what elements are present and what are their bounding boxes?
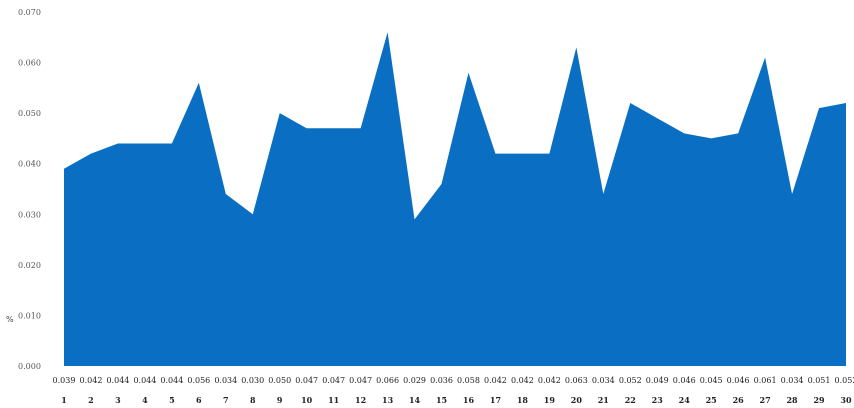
data-label: 0.047: [295, 376, 318, 385]
x-axis: 1 2 3 4 5 6 7 8 9 10 11 12 13 14 15 16 17 18 19 20 21 22 23 24 2…: [61, 395, 852, 405]
data-label: 0.052: [835, 376, 854, 385]
area-series: [64, 32, 846, 366]
y-tick-label: 0.040: [18, 160, 41, 169]
y-tick-label: 0.050: [18, 109, 41, 118]
data-label: 0.061: [754, 376, 777, 385]
data-label: 0.034: [592, 376, 615, 385]
x-tick-label: 3: [115, 395, 121, 405]
data-label: 0.050: [268, 376, 291, 385]
y-tick-label: 0.030: [18, 210, 41, 219]
data-label: 0.063: [565, 376, 588, 385]
data-label: 0.046: [673, 376, 696, 385]
x-tick-label: 4: [142, 395, 148, 405]
x-tick-label: 24: [679, 395, 691, 405]
x-tick-label: 14: [409, 395, 421, 405]
data-label: 0.058: [457, 376, 480, 385]
data-label: 0.044: [160, 376, 183, 385]
x-tick-label: 11: [328, 395, 339, 405]
data-label: 0.049: [646, 376, 669, 385]
data-label: 0.042: [511, 376, 534, 385]
data-label: 0.042: [538, 376, 561, 385]
x-tick-label: 20: [571, 395, 583, 405]
x-tick-label: 23: [652, 395, 664, 405]
data-label: 0.051: [808, 376, 831, 385]
y-tick-label: 0.000: [18, 362, 41, 371]
x-tick-label: 5: [169, 395, 175, 405]
data-label: 0.046: [727, 376, 750, 385]
data-label: 0.034: [214, 376, 237, 385]
data-labels: 0.039 0.042 0.044 0.044 0.044 0.056 0.034 0.030…: [53, 376, 854, 385]
x-tick-label: 21: [598, 395, 609, 405]
x-tick-label: 1: [61, 395, 67, 405]
x-tick-label: 29: [813, 395, 825, 405]
x-tick-label: 27: [760, 395, 771, 405]
y-tick-label: 0.020: [18, 261, 41, 270]
y-tick-label: 0.060: [18, 59, 41, 68]
data-label: 0.039: [53, 376, 76, 385]
x-tick-label: 12: [355, 395, 366, 405]
x-tick-label: 19: [544, 395, 556, 405]
y-axis-label: %: [6, 315, 14, 324]
data-label: 0.045: [700, 376, 723, 385]
data-label: 0.056: [187, 376, 210, 385]
data-label: 0.042: [80, 376, 103, 385]
x-tick-label: 9: [277, 395, 283, 405]
x-tick-label: 10: [301, 395, 313, 405]
data-label: 0.042: [484, 376, 507, 385]
data-label: 0.047: [322, 376, 345, 385]
x-tick-label: 26: [733, 395, 745, 405]
x-tick-label: 15: [436, 395, 447, 405]
data-label: 0.052: [619, 376, 642, 385]
x-tick-label: 18: [517, 395, 529, 405]
data-label: 0.036: [430, 376, 453, 385]
y-axis: 0.000 0.010 0.020 0.030 0.040 0.050 0.060 0.070: [18, 8, 41, 371]
x-tick-label: 6: [196, 395, 202, 405]
x-tick-label: 16: [463, 395, 475, 405]
data-label: 0.030: [241, 376, 264, 385]
y-tick-label: 0.070: [18, 8, 41, 17]
x-tick-label: 8: [250, 395, 256, 405]
x-tick-label: 13: [382, 395, 394, 405]
y-tick-label: 0.010: [18, 311, 41, 320]
x-tick-label: 30: [840, 395, 852, 405]
data-label: 0.029: [403, 376, 426, 385]
data-label: 0.044: [133, 376, 156, 385]
x-tick-label: 28: [786, 395, 798, 405]
data-label: 0.034: [781, 376, 804, 385]
data-label: 0.047: [349, 376, 372, 385]
x-tick-label: 22: [625, 395, 636, 405]
x-tick-label: 2: [88, 395, 94, 405]
data-label: 0.044: [106, 376, 129, 385]
data-label: 0.066: [376, 376, 399, 385]
x-tick-label: 25: [706, 395, 717, 405]
x-tick-label: 17: [490, 395, 501, 405]
x-tick-label: 7: [223, 395, 229, 405]
